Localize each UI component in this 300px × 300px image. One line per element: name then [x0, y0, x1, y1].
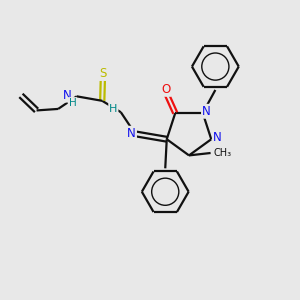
Text: S: S: [99, 67, 106, 80]
Text: H: H: [69, 98, 76, 108]
Text: N: N: [202, 105, 211, 118]
Text: N: N: [127, 127, 136, 140]
Text: O: O: [162, 83, 171, 96]
Text: N: N: [213, 131, 222, 144]
Text: N: N: [63, 88, 71, 102]
Text: H: H: [109, 103, 118, 114]
Text: CH₃: CH₃: [213, 148, 231, 158]
